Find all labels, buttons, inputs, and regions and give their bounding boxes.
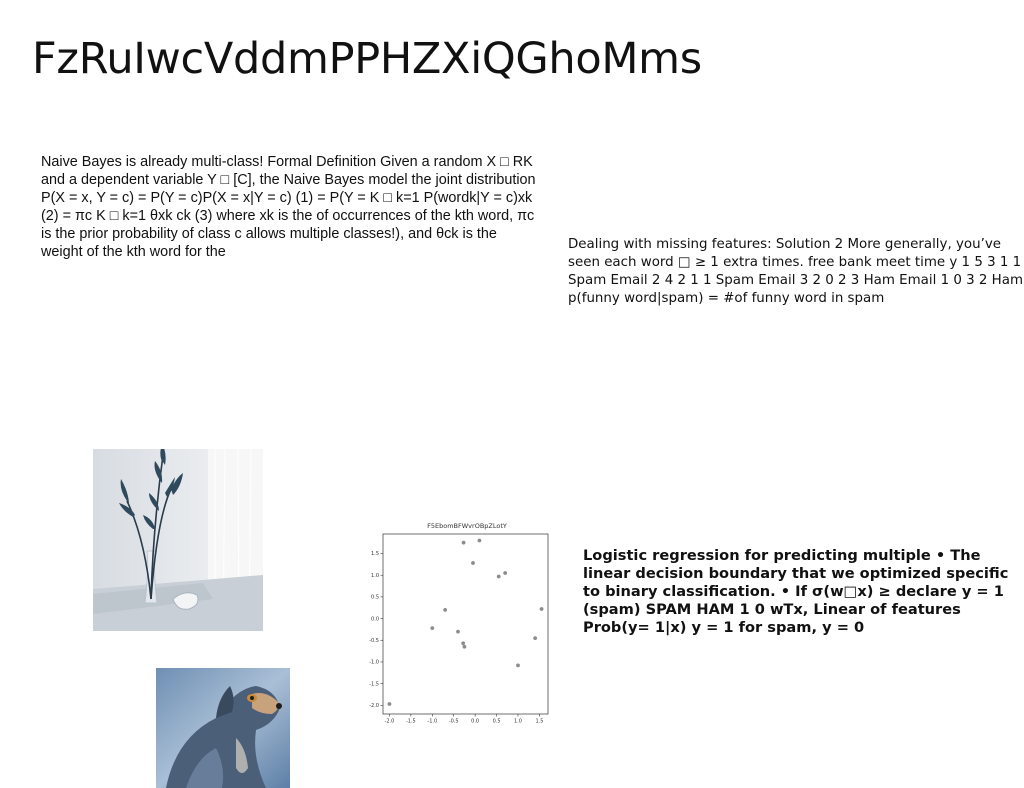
y-tick-label: 1.5 (371, 551, 379, 557)
page-title: FzRuIwcVddmPPHZXiQGhoMms (32, 34, 702, 84)
y-tick-label: 0.5 (371, 595, 379, 601)
x-tick-label: 1.0 (514, 719, 522, 725)
x-tick-label: -2.0 (385, 719, 395, 725)
y-tick-label: -1.5 (369, 681, 379, 687)
scatter-point (443, 608, 448, 612)
chart-title: F5EbomBFWvrOBpZLotY (427, 522, 507, 530)
y-tick-label: -1.0 (369, 660, 379, 666)
x-tick-label: -0.5 (449, 719, 459, 725)
scatter-point (456, 629, 460, 634)
dog-photo (156, 668, 290, 788)
scatter-plot-svg: F5EbomBFWvrOBpZLotY -2.0 -1.5 -1.0 -0.5 0.0 0… (369, 522, 549, 725)
x-tick-label: 0.0 (471, 719, 479, 725)
logistic-regression-paragraph: Logistic regression for predicting multi… (583, 547, 1009, 636)
dog-illustration (156, 668, 290, 788)
scatter-point (496, 574, 501, 579)
scatter-point (462, 644, 467, 649)
naive-bayes-paragraph: Naive Bayes is already multi-class! Form… (41, 154, 536, 260)
x-tick-label: 0.5 (493, 719, 501, 725)
scatter-point (533, 636, 538, 640)
vase-photo (93, 449, 263, 631)
y-tick-label: 0.0 (371, 616, 379, 622)
scatter-plot: F5EbomBFWvrOBpZLotY -2.0 -1.5 -1.0 -0.5 0.0 0… (366, 517, 556, 732)
scatter-point (539, 607, 544, 611)
y-tick-label: -0.5 (369, 638, 379, 644)
scatter-point (516, 663, 520, 668)
missing-features-paragraph: Dealing with missing features: Solution … (568, 237, 1023, 306)
scatter-point (430, 626, 435, 631)
scatter-point (461, 540, 466, 545)
x-tick-label: 1.5 (535, 719, 543, 725)
scatter-point (471, 561, 475, 565)
y-tick-label: 1.0 (371, 573, 379, 579)
scatter-point (387, 702, 392, 706)
scatter-point (503, 571, 508, 575)
vase-with-plant-illustration (93, 449, 263, 631)
scatter-point (477, 538, 482, 543)
x-tick-label: -1.5 (406, 719, 416, 725)
scatter-point (461, 641, 466, 646)
x-tick-label: -1.0 (427, 719, 437, 725)
plot-frame (382, 533, 549, 715)
y-tick-label: -2.0 (369, 703, 379, 709)
